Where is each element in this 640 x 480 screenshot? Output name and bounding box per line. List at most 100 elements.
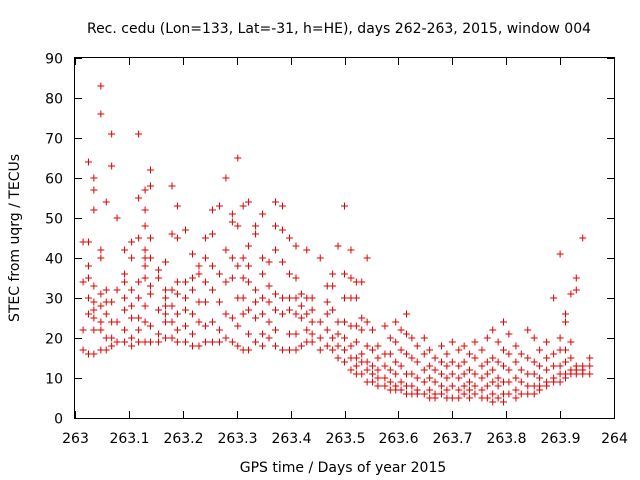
data-point bbox=[286, 346, 294, 354]
data-point bbox=[543, 366, 551, 374]
data-point bbox=[286, 294, 294, 302]
data-point bbox=[181, 306, 189, 314]
data-point bbox=[155, 306, 163, 314]
data-point bbox=[561, 310, 569, 318]
data-point bbox=[272, 326, 280, 334]
data-point bbox=[561, 374, 569, 382]
data-point bbox=[471, 390, 479, 398]
data-point bbox=[341, 358, 348, 366]
data-point bbox=[90, 186, 98, 194]
data-point bbox=[162, 318, 170, 326]
data-point bbox=[466, 386, 474, 394]
data-point bbox=[347, 246, 355, 254]
data-point bbox=[341, 270, 348, 278]
data-point bbox=[358, 350, 366, 358]
data-point bbox=[259, 330, 267, 338]
data-point bbox=[438, 358, 446, 366]
data-point bbox=[466, 350, 474, 358]
data-point bbox=[505, 366, 513, 374]
data-point bbox=[448, 394, 456, 402]
data-point bbox=[141, 206, 149, 214]
data-point bbox=[308, 294, 316, 302]
data-point bbox=[478, 374, 486, 382]
data-point bbox=[102, 346, 110, 354]
data-point bbox=[173, 202, 181, 210]
data-point bbox=[448, 358, 456, 366]
data-point bbox=[252, 298, 260, 306]
data-point bbox=[334, 354, 342, 362]
data-point bbox=[420, 366, 428, 374]
data-point bbox=[374, 354, 382, 362]
data-point bbox=[386, 378, 394, 386]
data-point bbox=[97, 110, 105, 118]
data-point bbox=[259, 342, 267, 350]
data-point bbox=[316, 346, 324, 354]
data-point bbox=[222, 310, 230, 318]
data-point bbox=[215, 202, 223, 210]
data-points bbox=[79, 82, 594, 406]
data-point bbox=[279, 202, 287, 210]
x-axis-label: GPS time / Days of year 2015 bbox=[240, 460, 447, 476]
data-point bbox=[543, 382, 551, 390]
data-point bbox=[234, 342, 242, 350]
data-point bbox=[408, 334, 416, 342]
data-point bbox=[512, 386, 520, 394]
data-point bbox=[308, 338, 316, 346]
data-point bbox=[517, 390, 525, 398]
data-point bbox=[530, 370, 538, 378]
data-point bbox=[128, 286, 136, 294]
data-point bbox=[234, 262, 242, 270]
data-point bbox=[530, 334, 538, 342]
data-point bbox=[374, 374, 382, 382]
data-point bbox=[108, 334, 116, 342]
data-point bbox=[113, 286, 121, 294]
data-point bbox=[567, 354, 575, 362]
data-point bbox=[478, 346, 486, 354]
data-point bbox=[90, 314, 98, 322]
data-point bbox=[413, 342, 421, 350]
data-point bbox=[438, 370, 446, 378]
data-point bbox=[460, 382, 468, 390]
data-point bbox=[500, 398, 508, 406]
data-point bbox=[448, 338, 456, 346]
data-point bbox=[252, 314, 260, 322]
data-point bbox=[408, 382, 416, 390]
data-point bbox=[173, 234, 181, 242]
data-point bbox=[323, 310, 331, 318]
data-point bbox=[556, 378, 564, 386]
data-point bbox=[162, 310, 170, 318]
data-point bbox=[215, 270, 223, 278]
data-point bbox=[381, 382, 389, 390]
data-point bbox=[448, 370, 456, 378]
data-point bbox=[402, 350, 410, 358]
data-point bbox=[308, 330, 316, 338]
data-point bbox=[201, 234, 209, 242]
data-point bbox=[113, 338, 121, 346]
data-point bbox=[208, 286, 216, 294]
data-point bbox=[323, 326, 331, 334]
data-point bbox=[121, 278, 129, 286]
data-point bbox=[208, 318, 216, 326]
data-point bbox=[272, 290, 280, 298]
data-point bbox=[408, 370, 416, 378]
data-point bbox=[524, 370, 532, 378]
data-point bbox=[79, 278, 87, 286]
data-point bbox=[308, 306, 316, 314]
data-point bbox=[347, 274, 355, 282]
data-point bbox=[201, 322, 209, 330]
data-point bbox=[297, 314, 305, 322]
data-point bbox=[228, 254, 236, 262]
data-point bbox=[524, 382, 532, 390]
data-point bbox=[201, 254, 209, 262]
data-point bbox=[466, 394, 474, 402]
data-point bbox=[413, 374, 421, 382]
data-point bbox=[426, 362, 434, 370]
chart-title: Rec. cedu (Lon=133, Lat=-31, h=HE), days… bbox=[87, 21, 591, 37]
data-point bbox=[500, 362, 508, 370]
data-point bbox=[135, 326, 143, 334]
data-point bbox=[141, 186, 149, 194]
data-point bbox=[483, 394, 491, 402]
data-point bbox=[363, 366, 371, 374]
x-tick-label: 263.2 bbox=[163, 431, 203, 447]
data-point bbox=[478, 386, 486, 394]
